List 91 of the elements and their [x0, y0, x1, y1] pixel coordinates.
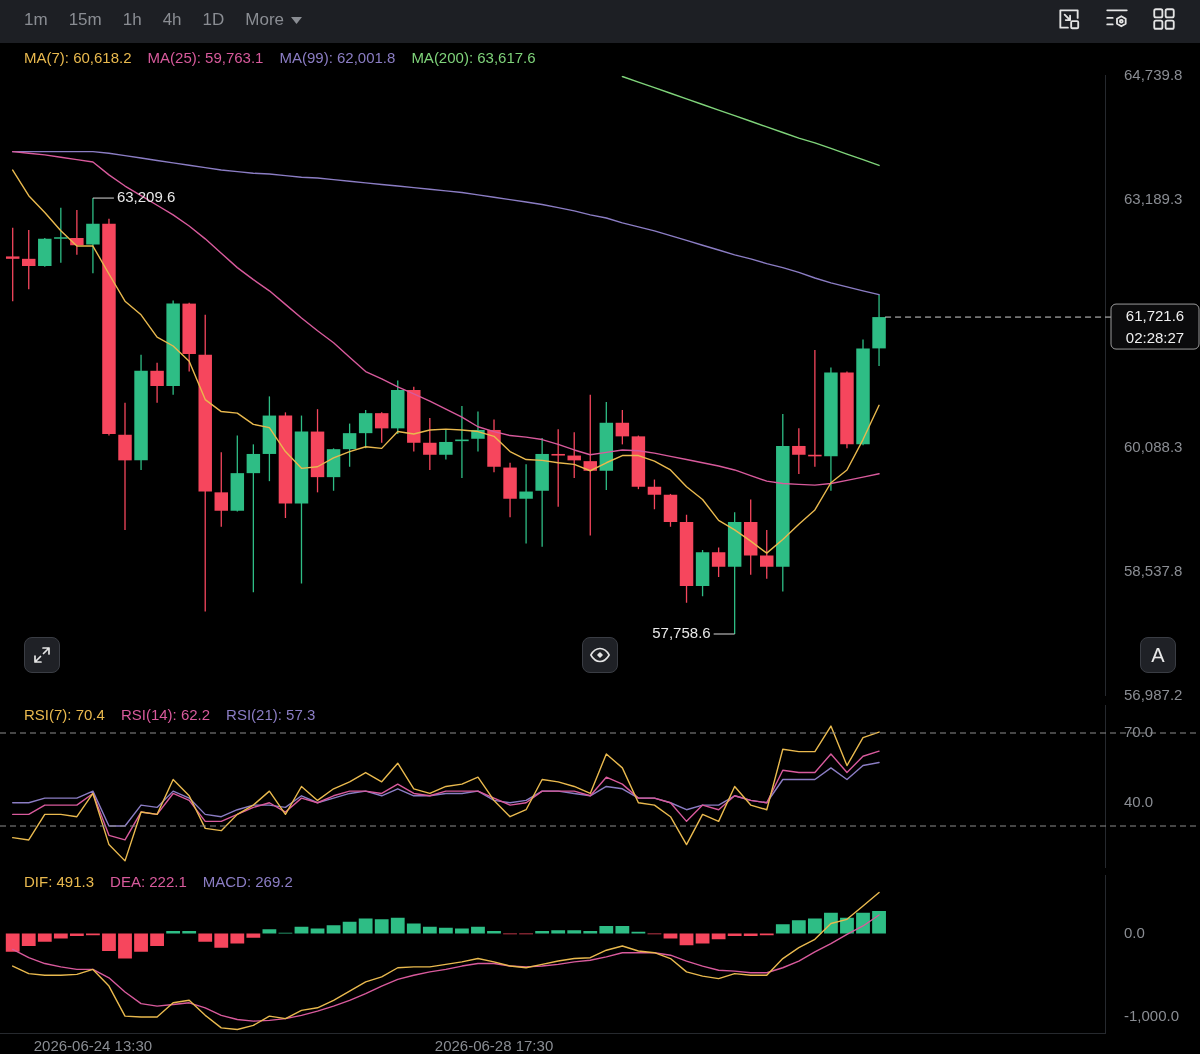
bar [21, 933, 36, 947]
y-tick-label: -1,000.0 [1124, 1007, 1180, 1025]
bar [615, 925, 630, 934]
candlestick [70, 209, 84, 256]
x-tick-label: 2026-06-24 13:30 [33, 1036, 153, 1054]
bar [791, 920, 806, 934]
bar [53, 933, 68, 939]
bar [374, 919, 389, 934]
bar [214, 933, 229, 948]
candlestick [647, 478, 662, 510]
candlestick [214, 451, 229, 528]
category-label: More [245, 10, 285, 30]
candlestick [519, 463, 533, 545]
category-label: 15m [68, 10, 102, 30]
candlestick [54, 206, 68, 264]
bar [422, 926, 437, 934]
text: MA(7): 60,618.2 [24, 49, 132, 67]
candlestick [86, 197, 100, 274]
candlestick [374, 411, 389, 444]
candlestick [150, 362, 164, 404]
bar [230, 933, 245, 944]
y-tick-label: 0.0 [1124, 923, 1145, 941]
candlestick [711, 546, 726, 578]
bar [535, 931, 550, 934]
bar [471, 926, 485, 934]
text: MA(200): 63,617.6 [411, 49, 536, 67]
bar [182, 931, 197, 934]
bar [294, 926, 309, 934]
candlestick [342, 422, 357, 468]
candlestick [439, 429, 453, 461]
bar [438, 927, 453, 934]
bar [856, 912, 870, 934]
bar [134, 933, 148, 952]
bar [551, 930, 566, 934]
bar [358, 918, 373, 934]
bar [166, 931, 181, 934]
bar [102, 933, 116, 952]
y-tick-label: 70.0 [1124, 723, 1154, 741]
bar [150, 933, 164, 947]
candlestick [551, 428, 565, 508]
bar [37, 933, 52, 942]
y-tick-label: 64,739.8 [1124, 65, 1183, 83]
bar [599, 925, 614, 934]
candlestick [760, 529, 774, 580]
bar [567, 930, 582, 934]
candlestick [615, 409, 630, 446]
text: MACD: 269.2 [202, 873, 293, 891]
candlestick [22, 229, 36, 290]
bar [807, 918, 822, 934]
text: MA(99): 62,001.8 [279, 49, 396, 67]
bar [406, 923, 421, 934]
bar [390, 917, 405, 934]
bar [583, 931, 598, 934]
y-tick-label: 56,987.2 [1124, 685, 1183, 703]
bar [775, 924, 790, 934]
text: A [1151, 643, 1165, 666]
y-tick-label: 63,189.3 [1124, 189, 1183, 207]
x-tick-label: 2026-06-28 17:30 [434, 1036, 554, 1054]
y-tick-label: 60,088.3 [1124, 437, 1183, 455]
bar [118, 933, 132, 959]
text: DIF: 491.3 [24, 873, 95, 891]
text: DEA: 222.1 [110, 873, 187, 891]
category-label: 4h [162, 10, 182, 30]
y-tick-label: 40.0 [1124, 792, 1154, 810]
bar [198, 933, 213, 942]
annotation: 57,758.6 [652, 624, 711, 642]
bar [695, 933, 710, 944]
bar [326, 925, 341, 934]
candlestick [423, 417, 437, 471]
bar [663, 933, 678, 939]
bar [342, 921, 357, 934]
bar [5, 933, 20, 952]
text: RSI(14): 62.2 [120, 706, 211, 724]
bar [310, 928, 325, 934]
bar [487, 931, 501, 934]
text: MA(25): 59,763.1 [147, 49, 264, 67]
text: RSI(21): 57.3 [226, 706, 316, 724]
category-label: 1m [24, 10, 48, 30]
category-label: 1h [122, 10, 142, 30]
ref-line-label: 61,721.6 02:28:27 [1125, 307, 1185, 347]
bar [246, 933, 261, 938]
category-label: 1D [202, 10, 225, 30]
candlestick [792, 427, 806, 475]
bar [872, 911, 886, 934]
candlestick [5, 226, 20, 302]
candlestick [246, 443, 261, 593]
y-tick-label: 58,537.8 [1124, 561, 1183, 579]
bar [824, 912, 838, 934]
bar [455, 928, 469, 934]
text: RSI(7): 70.4 [24, 706, 105, 724]
bar [262, 929, 277, 934]
